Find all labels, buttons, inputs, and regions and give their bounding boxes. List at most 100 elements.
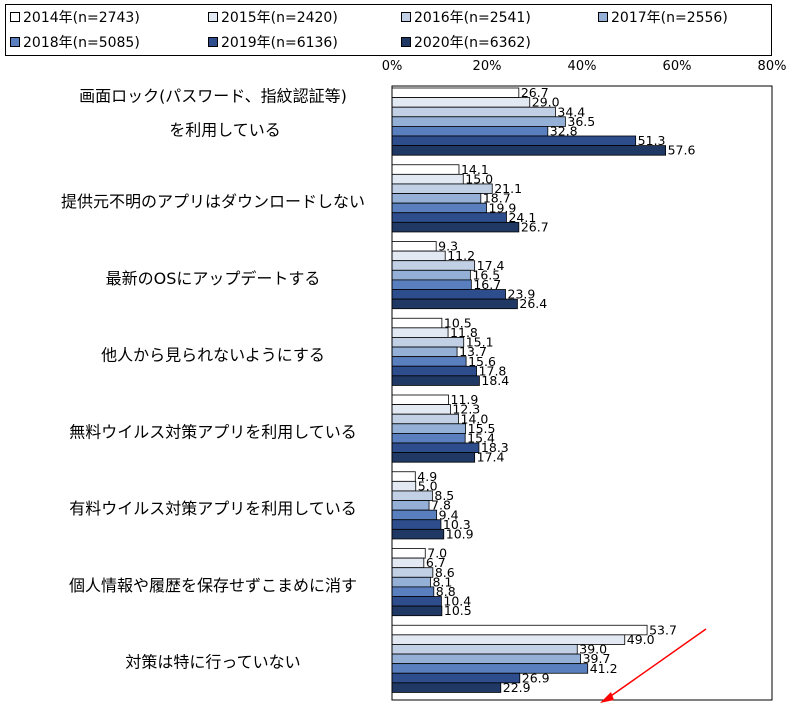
- bar: [391, 490, 433, 501]
- data-label: 19.9: [489, 200, 517, 215]
- legend-item: 2018年(n=5085): [10, 32, 140, 52]
- bar: [391, 567, 434, 578]
- bar: [391, 135, 637, 147]
- bar: [391, 404, 451, 415]
- bar: [391, 548, 426, 559]
- data-label: 4.9: [417, 469, 437, 484]
- bar: [391, 519, 442, 530]
- bar: [391, 173, 464, 185]
- bar: [391, 221, 520, 233]
- legend-swatch: [10, 37, 20, 47]
- data-label: 13.7: [459, 344, 487, 359]
- bar: [391, 106, 556, 118]
- bar: [391, 260, 476, 271]
- bar: [391, 289, 506, 300]
- data-label: 32.8: [550, 124, 578, 139]
- data-label: 15.0: [465, 171, 493, 186]
- data-label: 15.5: [468, 421, 496, 436]
- data-label: 15.6: [468, 354, 496, 369]
- bar: [391, 452, 476, 463]
- data-label: 17.4: [477, 450, 505, 465]
- data-label: 24.1: [508, 210, 536, 225]
- data-label: 18.4: [481, 373, 509, 388]
- data-label: 7.8: [431, 498, 451, 513]
- bar: [391, 586, 435, 597]
- annotation-arrow-head: [600, 692, 614, 703]
- bar: [391, 596, 442, 607]
- bar: [391, 145, 667, 156]
- bar: [391, 663, 589, 674]
- bar: [391, 241, 437, 252]
- data-label: 8.5: [434, 488, 454, 503]
- bar: [391, 202, 487, 214]
- data-label: 7.0: [427, 546, 447, 561]
- bar: [391, 279, 472, 290]
- data-label: 51.3: [638, 133, 666, 148]
- data-label: 23.9: [508, 287, 536, 302]
- x-tick-label: 20%: [473, 59, 502, 74]
- data-label: 8.6: [435, 565, 455, 580]
- bar: [391, 394, 449, 406]
- x-tick-label: 80%: [758, 59, 787, 74]
- legend-item: 2015年(n=2420): [208, 7, 338, 27]
- x-tick-label: 60%: [663, 59, 692, 74]
- category-label: 個人情報や履歴を保存せずこまめに消す: [69, 576, 357, 595]
- data-label: 17.8: [479, 363, 507, 378]
- category-label: 最新のOSにアップデートする: [106, 269, 321, 288]
- data-label: 16.5: [472, 267, 500, 282]
- data-label: 9.3: [438, 239, 458, 254]
- bar: [391, 298, 518, 310]
- bar: [391, 356, 467, 367]
- data-label: 6.7: [426, 555, 446, 570]
- data-label: 18.3: [481, 440, 509, 455]
- x-tick-label: 0%: [382, 59, 403, 74]
- bar: [391, 317, 443, 329]
- legend-swatch: [401, 37, 411, 47]
- data-label: 14.1: [461, 162, 489, 177]
- category-label: 他人から見られないようにする: [101, 346, 325, 365]
- bar: [391, 183, 493, 194]
- data-label: 34.4: [557, 104, 585, 119]
- data-label: 15.4: [467, 431, 495, 446]
- data-label: 41.2: [590, 661, 618, 676]
- data-label: 26.9: [522, 670, 550, 685]
- bar: [391, 442, 480, 454]
- bar: [391, 116, 566, 127]
- data-label: 57.6: [668, 143, 696, 158]
- bar: [391, 471, 416, 482]
- data-label: 10.4: [443, 594, 471, 609]
- bar: [391, 500, 430, 511]
- bar: [391, 269, 471, 281]
- data-label: 26.7: [521, 85, 549, 100]
- category-label: を利用している: [169, 120, 281, 139]
- legend: 2014年(n=2743) 2015年(n=2420) 2016年(n=2541) 2…: [5, 4, 772, 56]
- legend-label: 2015年(n=2420): [221, 10, 338, 26]
- legend-swatch: [598, 12, 608, 22]
- bar: [391, 624, 648, 636]
- plot-frame: [391, 85, 773, 701]
- bar: [391, 337, 465, 348]
- legend-item: 2016年(n=2541): [401, 7, 531, 27]
- bar: [391, 126, 549, 137]
- bar: [391, 644, 578, 655]
- data-label: 9.4: [439, 507, 459, 522]
- data-label: 10.5: [444, 603, 472, 618]
- category-label: 無料ウイルス対策アプリを利用している: [69, 422, 357, 441]
- data-label: 39.7: [583, 651, 611, 666]
- data-label: 18.7: [483, 191, 511, 206]
- bar: [391, 212, 507, 223]
- category-label: 画面ロック(パスワード、指紋認証等): [79, 86, 347, 105]
- data-label: 22.9: [503, 680, 531, 695]
- legend-swatch: [208, 37, 218, 47]
- bar: [391, 375, 480, 386]
- data-label: 29.0: [532, 95, 560, 110]
- data-label: 15.1: [466, 335, 494, 350]
- data-label: 26.7: [521, 219, 549, 234]
- bar: [391, 509, 438, 521]
- x-tick-label: 40%: [568, 59, 597, 74]
- legend-label: 2018年(n=5085): [23, 35, 140, 51]
- bar: [391, 653, 581, 665]
- bar: [391, 432, 466, 444]
- bar: [391, 164, 460, 175]
